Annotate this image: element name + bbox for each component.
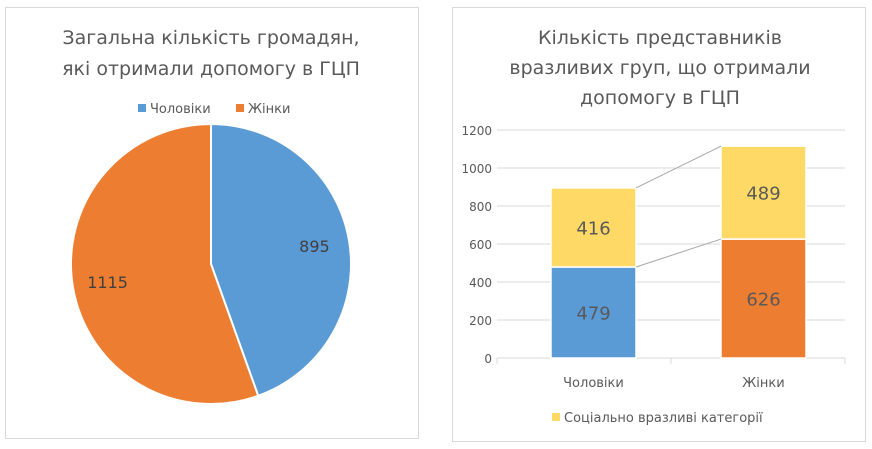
y-tick-label: 0 <box>484 352 492 366</box>
legend-swatch-0 <box>138 104 146 112</box>
y-tick-label: 400 <box>469 276 492 290</box>
x-category-label: Жінки <box>742 376 784 391</box>
pie-slice-0 <box>210 122 352 398</box>
y-tick-label: 200 <box>469 314 492 328</box>
bar-segment <box>550 187 637 268</box>
legend-swatch-1 <box>236 104 244 112</box>
bar-data-label: 479 <box>576 303 610 324</box>
x-category-label: Чоловіки <box>563 376 624 391</box>
y-tick-label: 800 <box>469 200 492 214</box>
legend-label: Соціально вразливі категорії <box>564 411 763 426</box>
bar-segment <box>720 145 807 240</box>
legend-label: Чоловіки <box>150 102 211 117</box>
bar-segment <box>550 266 637 359</box>
legend-swatch-vulnerable <box>552 413 560 421</box>
bar-title-line: Кількість представників <box>538 27 782 49</box>
bar-data-label: 416 <box>576 218 610 239</box>
pie-title-line: які отримали допомогу в ГЦП <box>62 58 360 80</box>
pie-slice-1 <box>70 122 260 405</box>
series-line <box>635 145 722 189</box>
bar-data-label: 626 <box>746 290 780 311</box>
bar-segment <box>720 238 807 359</box>
y-tick-label: 1200 <box>461 124 492 138</box>
bar-title-line: вразливих груп, що отримали <box>509 57 810 79</box>
legend-label: Жінки <box>248 102 290 117</box>
pie-data-label: 895 <box>299 237 330 256</box>
y-tick-label: 1000 <box>461 162 492 176</box>
pie-data-label: 1115 <box>87 273 128 292</box>
bar-data-label: 489 <box>746 184 780 205</box>
bar-title-line: допомогу в ГЦП <box>580 87 740 109</box>
series-line <box>635 238 722 268</box>
y-tick-label: 600 <box>469 238 492 252</box>
pie-title-line: Загальна кількість громадян, <box>62 27 359 49</box>
